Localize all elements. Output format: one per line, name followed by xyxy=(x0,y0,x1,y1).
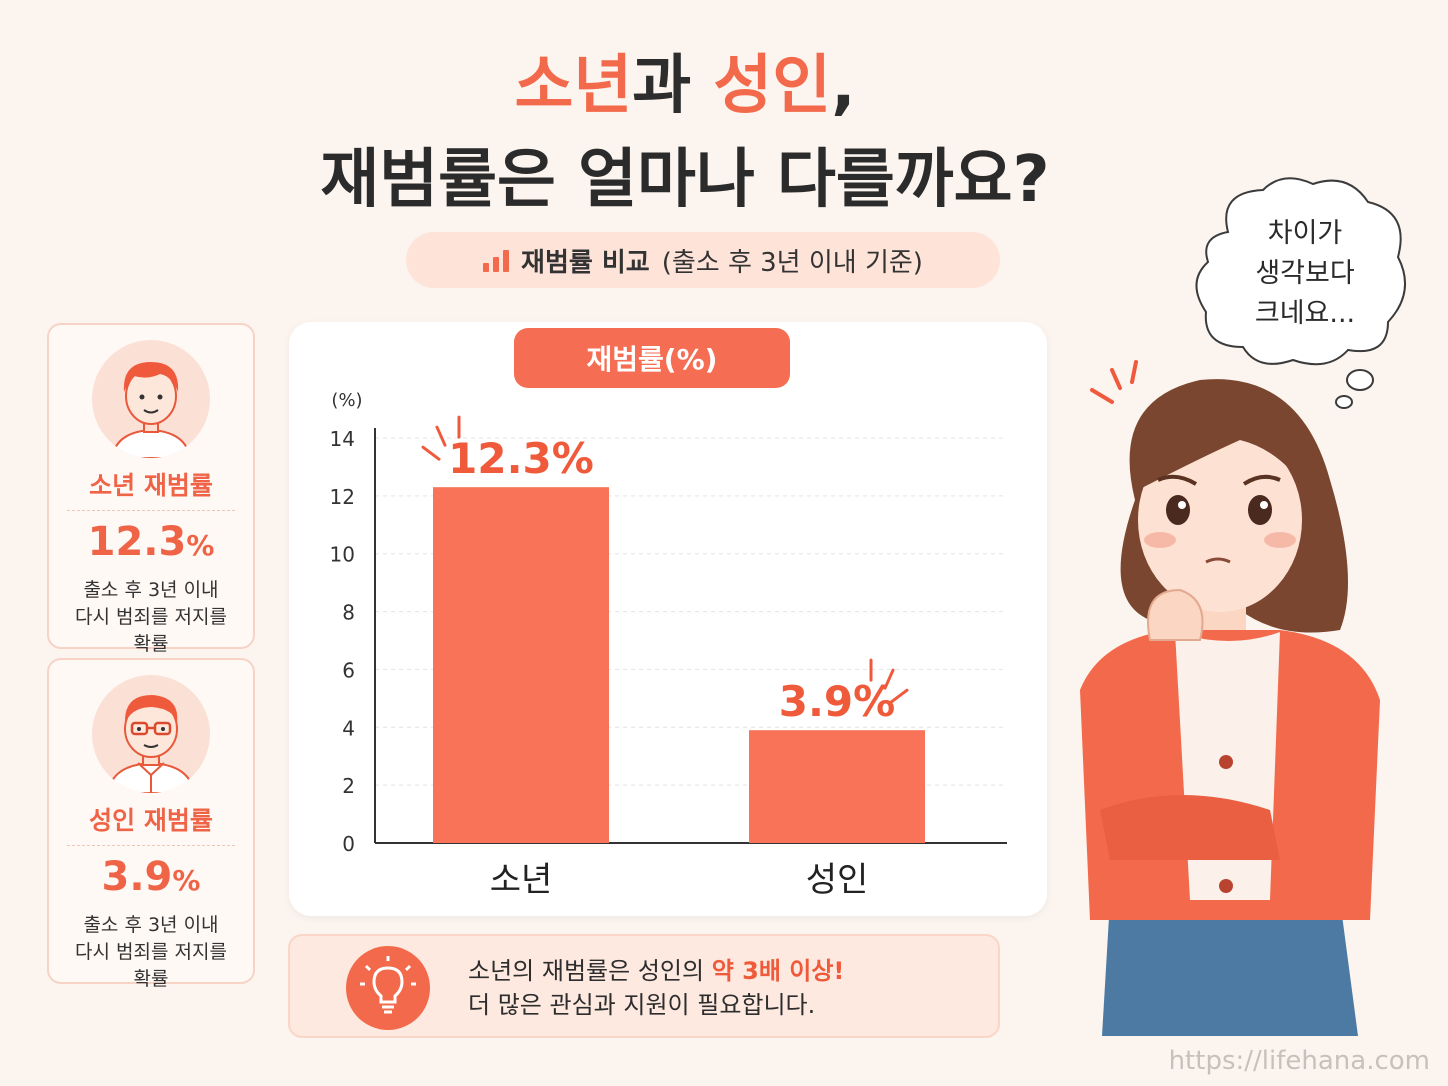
data-label-2: 3.9% xyxy=(779,677,895,726)
adult-card-divider xyxy=(67,845,235,846)
insight-text: 소년의 재범률은 성인의 약 3배 이상! 더 많은 관심과 지원이 필요합니다… xyxy=(468,957,845,1019)
lightbulb-icon xyxy=(346,946,430,1030)
title-adult-word: 성인 xyxy=(713,49,832,123)
x-tick-label-2: 성인 xyxy=(806,860,869,900)
thought-bubble-text: 차이가 생각보다 크네요... xyxy=(1254,218,1356,329)
subtitle-pill: 재범률 비교 (출소 후 3년 이내 기준) xyxy=(406,232,1000,288)
man-avatar-icon xyxy=(92,675,210,793)
adult-card-value: 3.9% xyxy=(101,854,201,900)
x-tick-label-1: 소년 xyxy=(490,860,553,900)
y-tick-label: 12 xyxy=(330,485,355,509)
insight-highlight: 약 3배 이상! xyxy=(711,957,845,985)
adult-card-label: 성인 재범률 xyxy=(89,806,213,835)
bar-chart: (%) 0 2 4 6 8 10 12 14 12.3% 소년 3.9% 성인 xyxy=(330,390,1007,900)
emphasis-spark xyxy=(889,688,909,704)
adult-card: 성인 재범률 3.9% 출소 후 3년 이내 다시 범죄를 저지를 확률 xyxy=(47,658,255,990)
y-tick-label: 6 xyxy=(342,658,355,682)
title-line-1: 소년과 성인, xyxy=(0,44,1370,128)
title-line-2: 재범률은 얼마나 다를까요? xyxy=(320,143,1050,217)
youth-card: 소년 재범률 12.3% 출소 후 3년 이내 다시 범죄를 저지를 확률 xyxy=(47,323,255,655)
y-axis-label: (%) xyxy=(331,390,362,411)
youth-card-label: 소년 재범률 xyxy=(89,471,213,500)
chart-panel: (%) 0 2 4 6 8 10 12 14 12.3% 소년 3.9% 성인 재범률(%) xyxy=(289,322,1047,916)
title-connector: 과 xyxy=(632,49,714,123)
boy-avatar-icon xyxy=(92,340,210,458)
y-tick-label: 8 xyxy=(342,601,355,625)
adult-card-description: 출소 후 3년 이내 다시 범죄를 저지를 확률 xyxy=(75,914,227,990)
watermark-url: https://lifehana.com xyxy=(1168,1046,1430,1076)
bar-2 xyxy=(749,730,925,843)
title-comma: , xyxy=(831,49,856,123)
y-tick-label: 0 xyxy=(342,832,355,856)
y-tick-label: 4 xyxy=(342,716,355,740)
youth-card-description: 출소 후 3년 이내 다시 범죄를 저지를 확률 xyxy=(75,579,227,655)
thought-bubble xyxy=(1195,177,1406,409)
emphasis-spark xyxy=(883,668,895,690)
y-tick-label: 2 xyxy=(342,774,355,798)
youth-card-divider xyxy=(67,510,235,511)
bar-1 xyxy=(433,487,609,843)
subtitle-sub: (출소 후 3년 이내 기준) xyxy=(661,247,923,278)
data-label-1: 12.3% xyxy=(448,434,594,483)
y-tick-label: 10 xyxy=(330,543,355,567)
youth-card-value: 12.3% xyxy=(87,519,215,565)
y-tick-label: 14 xyxy=(330,427,355,451)
emphasis-spark xyxy=(421,445,441,461)
thinking-girl-illustration xyxy=(1080,360,1380,1036)
bar-chart-icon xyxy=(483,248,510,272)
page-title: 소년과 성인, 재범률은 얼마나 다를까요? xyxy=(0,44,1370,226)
insight-box: 소년의 재범률은 성인의 약 3배 이상! 더 많은 관심과 지원이 필요합니다… xyxy=(288,934,1000,1038)
subtitle-main: 재범률 비교 xyxy=(521,247,650,278)
emphasis-spark xyxy=(435,425,447,447)
title-youth-word: 소년 xyxy=(514,49,633,123)
chart-title-pill: 재범률(%) xyxy=(514,328,790,388)
